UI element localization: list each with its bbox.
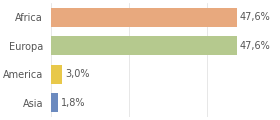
Bar (51, 65, 62, 84)
Bar (51, 93, 58, 112)
Text: 3,0%: 3,0% (66, 69, 90, 79)
Bar (51, 8, 237, 27)
Text: 1,8%: 1,8% (61, 98, 85, 108)
Text: 47,6%: 47,6% (240, 12, 270, 22)
Bar (51, 36, 237, 55)
Text: 47,6%: 47,6% (240, 41, 270, 51)
